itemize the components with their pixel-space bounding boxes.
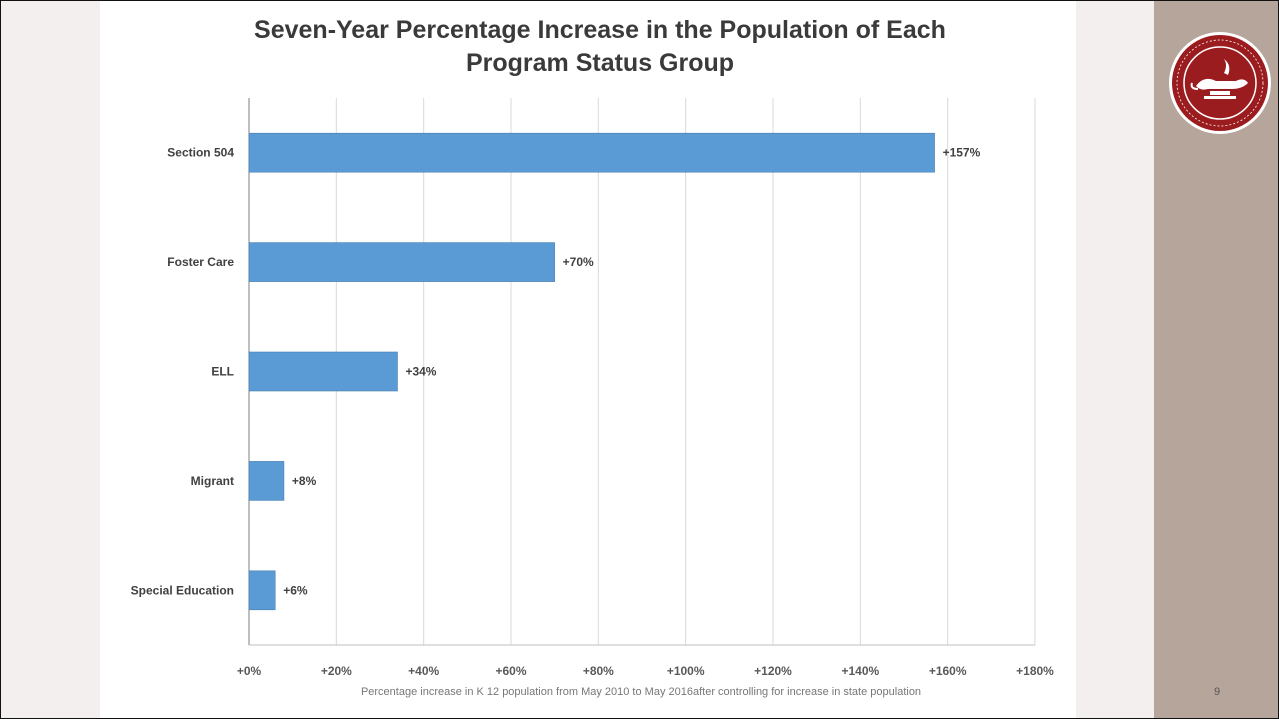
page-number: 9 xyxy=(1213,686,1221,698)
x-tick-label: +0% xyxy=(237,664,262,678)
chart-title-line-1: Seven-Year Percentage Increase in the Po… xyxy=(254,16,946,44)
data-label: +157% xyxy=(943,146,981,160)
bar xyxy=(248,570,276,611)
x-tick-label: +80% xyxy=(583,664,614,678)
category-label: Section 504 xyxy=(167,146,234,160)
bar xyxy=(248,132,935,173)
data-label: +6% xyxy=(283,583,308,597)
x-tick-label: +160% xyxy=(929,664,967,678)
slide-right-margin xyxy=(1076,0,1154,719)
x-tick-label: +40% xyxy=(408,664,439,678)
chart-title: Seven-Year Percentage Increase in the Po… xyxy=(150,14,1050,80)
category-label: Migrant xyxy=(191,474,234,488)
chart-title-line-2: Program Status Group xyxy=(465,49,735,77)
x-tick-label: +140% xyxy=(841,664,879,678)
data-label: +34% xyxy=(405,365,436,379)
slide-left-margin xyxy=(0,0,100,719)
x-tick-label: +100% xyxy=(667,664,705,678)
bar xyxy=(248,351,398,392)
x-axis-title: Percentage increase in K 12 population f… xyxy=(360,686,922,698)
category-label: Special Education xyxy=(131,583,234,597)
bar xyxy=(248,242,555,282)
category-label: ELL xyxy=(211,365,234,379)
state-seal-lamp-icon xyxy=(1169,32,1271,134)
x-tick-label: +60% xyxy=(495,664,526,678)
x-tick-label: +180% xyxy=(1016,664,1054,678)
bar xyxy=(248,461,285,501)
category-label: Foster Care xyxy=(167,255,234,269)
x-tick-label: +20% xyxy=(321,664,352,678)
x-tick-label: +120% xyxy=(754,664,792,678)
data-label: +70% xyxy=(563,255,594,269)
data-label: +8% xyxy=(292,474,317,488)
